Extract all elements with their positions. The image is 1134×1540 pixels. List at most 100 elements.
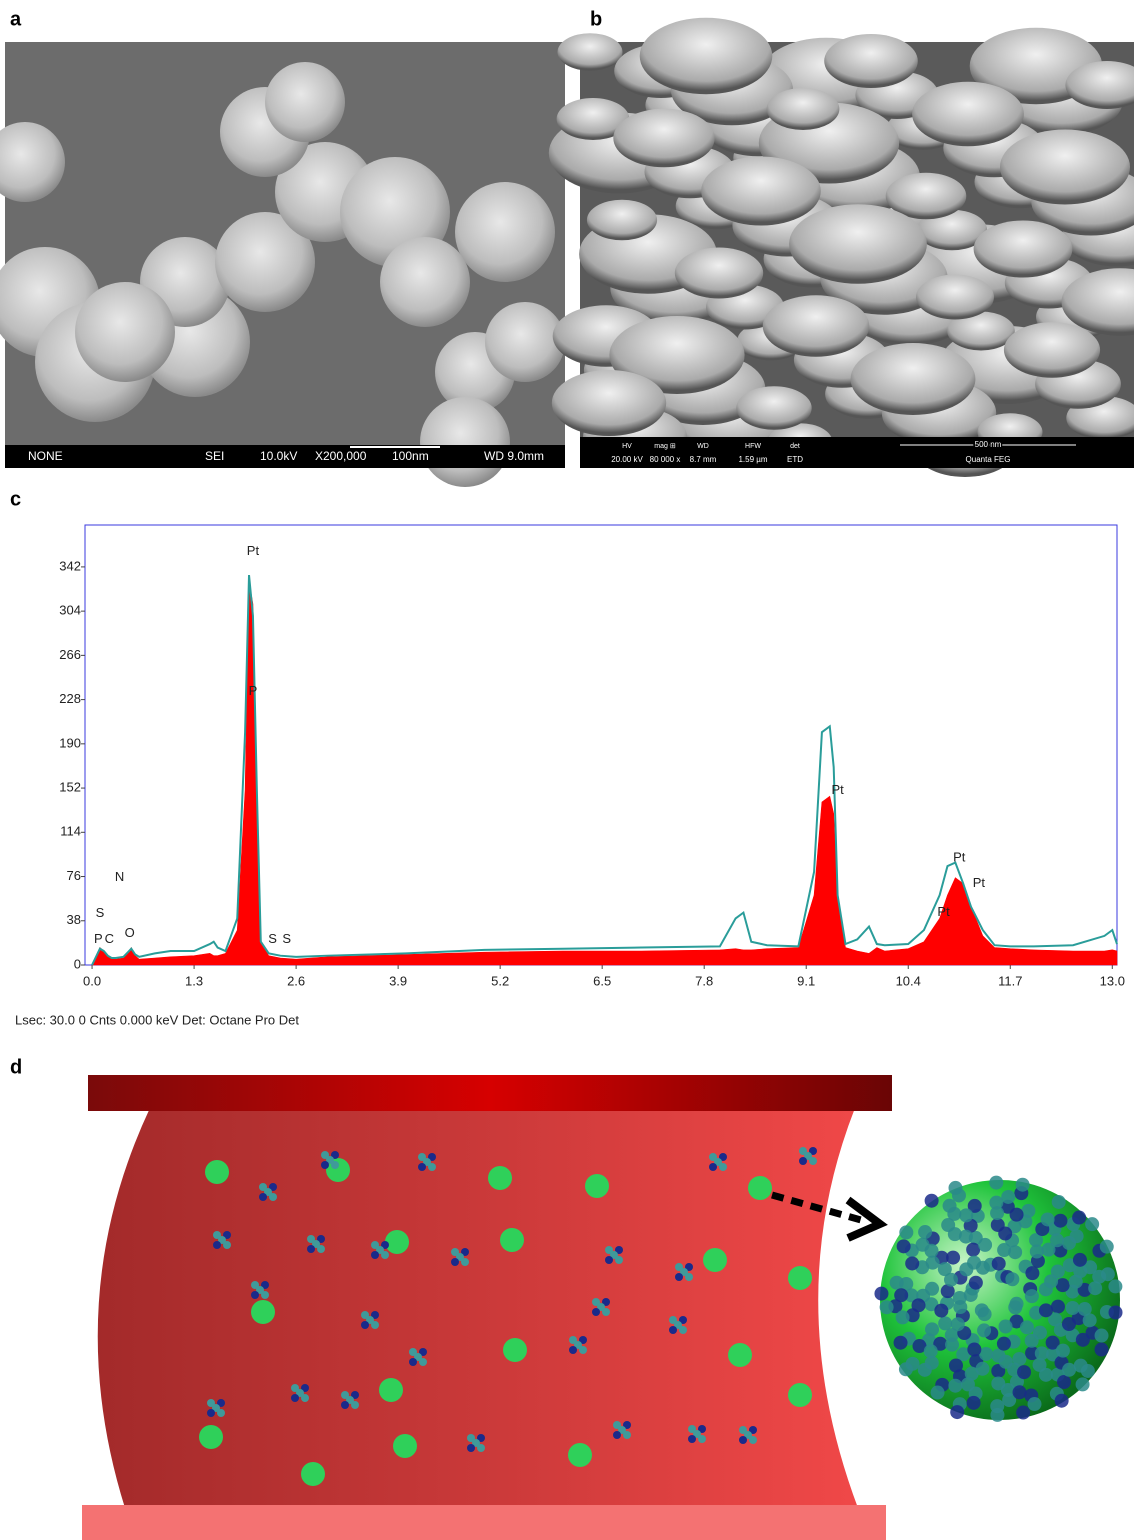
protein xyxy=(371,1251,379,1259)
nanoparticle xyxy=(251,1300,275,1324)
nanoparticle xyxy=(205,1160,229,1184)
y-tick-label: 304 xyxy=(59,603,81,618)
info-label: WD xyxy=(697,443,709,450)
particle xyxy=(912,82,1024,147)
protein-atom xyxy=(999,1320,1013,1334)
particle xyxy=(613,109,714,168)
protein xyxy=(688,1435,696,1443)
protein xyxy=(615,1256,623,1264)
protein-atom xyxy=(951,1317,965,1331)
protein-atom xyxy=(945,1338,959,1352)
protein-atom xyxy=(1008,1245,1022,1259)
protein-atom xyxy=(1095,1343,1109,1357)
nanoparticle xyxy=(500,1228,524,1252)
protein-atom xyxy=(1017,1365,1031,1379)
protein xyxy=(251,1291,259,1299)
protein-atom xyxy=(1021,1204,1035,1218)
protein xyxy=(307,1245,315,1253)
protein-atom xyxy=(880,1300,894,1314)
protein-atom xyxy=(1073,1253,1087,1267)
protein-atom xyxy=(1039,1368,1053,1382)
info-text: X200,000 xyxy=(315,449,367,463)
protein xyxy=(477,1444,485,1452)
peak-label: Pt xyxy=(973,875,986,890)
peak-label: Pt xyxy=(953,849,966,864)
protein xyxy=(418,1163,426,1171)
protein-atom xyxy=(938,1316,952,1330)
protein-atom xyxy=(1069,1275,1083,1289)
protein-atom xyxy=(1016,1406,1030,1420)
x-tick-label: 9.1 xyxy=(797,973,815,988)
particle xyxy=(701,157,821,226)
x-tick-label: 1.3 xyxy=(185,973,203,988)
protein-atom xyxy=(949,1358,963,1372)
particle xyxy=(767,88,840,130)
protein xyxy=(799,1157,807,1165)
protein xyxy=(669,1326,677,1334)
protein xyxy=(317,1245,325,1253)
protein-atom xyxy=(990,1408,1004,1422)
nanoparticle xyxy=(393,1434,417,1458)
protein xyxy=(213,1241,221,1249)
peak-label: P xyxy=(94,931,103,946)
protein-atom xyxy=(943,1199,957,1213)
protein xyxy=(605,1256,613,1264)
protein-atom xyxy=(1085,1217,1099,1231)
particle xyxy=(675,248,763,299)
protein-atom xyxy=(899,1362,913,1376)
protein-atom xyxy=(1025,1266,1039,1280)
protein-atom xyxy=(969,1276,983,1290)
protein-atom xyxy=(978,1238,992,1252)
particle xyxy=(974,221,1073,278)
protein xyxy=(709,1163,717,1171)
protein-atom xyxy=(925,1322,939,1336)
protein-atom xyxy=(1010,1208,1024,1222)
protein-atom xyxy=(950,1405,964,1419)
protein-atom xyxy=(899,1225,913,1239)
protein-atom xyxy=(1109,1306,1123,1320)
protein-atom xyxy=(1013,1385,1027,1399)
protein-atom xyxy=(905,1256,919,1270)
y-tick-label: 266 xyxy=(59,647,81,662)
protein-atom xyxy=(1076,1377,1090,1391)
peak-label: C xyxy=(105,931,114,946)
sem-image-b xyxy=(549,18,1134,477)
info-text: 100nm xyxy=(392,449,429,463)
protein xyxy=(569,1346,577,1354)
protein-atom xyxy=(918,1363,932,1377)
protein-atom xyxy=(975,1303,989,1317)
info-text: SEI xyxy=(205,449,224,463)
protein-atom xyxy=(967,1343,981,1357)
protein-atom xyxy=(897,1239,911,1253)
info-value: 1.59 µm xyxy=(738,455,767,464)
info-value: 8.7 mm xyxy=(690,455,717,464)
particle xyxy=(420,397,510,487)
protein xyxy=(623,1431,631,1439)
protein xyxy=(261,1291,269,1299)
protein-atom xyxy=(948,1379,962,1393)
protein xyxy=(739,1436,747,1444)
particle xyxy=(485,302,565,382)
protein-atom xyxy=(989,1196,1003,1210)
protein-atom xyxy=(961,1377,975,1391)
panel-label: d xyxy=(10,1056,22,1078)
nanoparticle xyxy=(568,1443,592,1467)
protein-atom xyxy=(1055,1394,1069,1408)
nanoparticle xyxy=(301,1462,325,1486)
y-tick-label: 152 xyxy=(59,780,81,795)
protein-atom xyxy=(1044,1274,1058,1288)
particle xyxy=(587,200,657,241)
peak-label: Pt xyxy=(247,543,260,558)
protein-atom xyxy=(1050,1233,1064,1247)
protein-atom xyxy=(998,1227,1012,1241)
info-label: HFW xyxy=(745,443,761,450)
protein-atom xyxy=(941,1218,955,1232)
protein-atom xyxy=(911,1298,925,1312)
protein-atom xyxy=(1095,1329,1109,1343)
x-tick-label: 11.7 xyxy=(998,973,1022,988)
protein xyxy=(331,1161,339,1169)
protein-atom xyxy=(934,1304,948,1318)
protein-atom xyxy=(1076,1333,1090,1347)
protein xyxy=(361,1321,369,1329)
protein-atom xyxy=(949,1181,963,1195)
